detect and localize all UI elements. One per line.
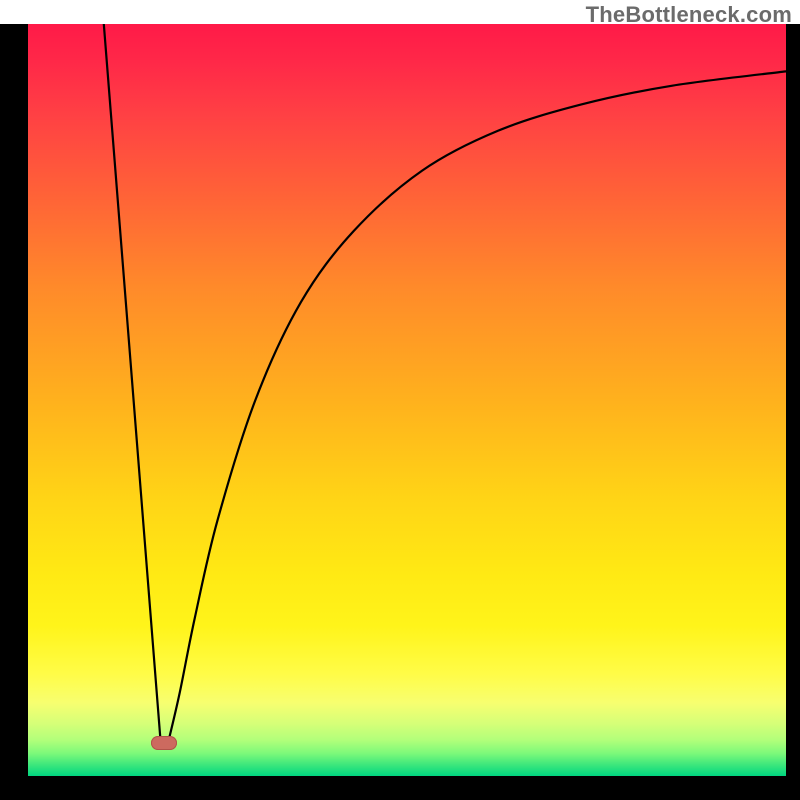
curve-layer (28, 24, 786, 776)
right-curve (168, 71, 786, 742)
left-line (104, 24, 161, 742)
watermark-text: TheBottleneck.com (586, 2, 792, 28)
chart-root: TheBottleneck.com (0, 0, 800, 800)
border-right (786, 24, 800, 800)
vertex-marker (151, 736, 177, 750)
border-bottom (0, 776, 800, 800)
plot-area (28, 24, 786, 776)
border-left (0, 24, 28, 800)
